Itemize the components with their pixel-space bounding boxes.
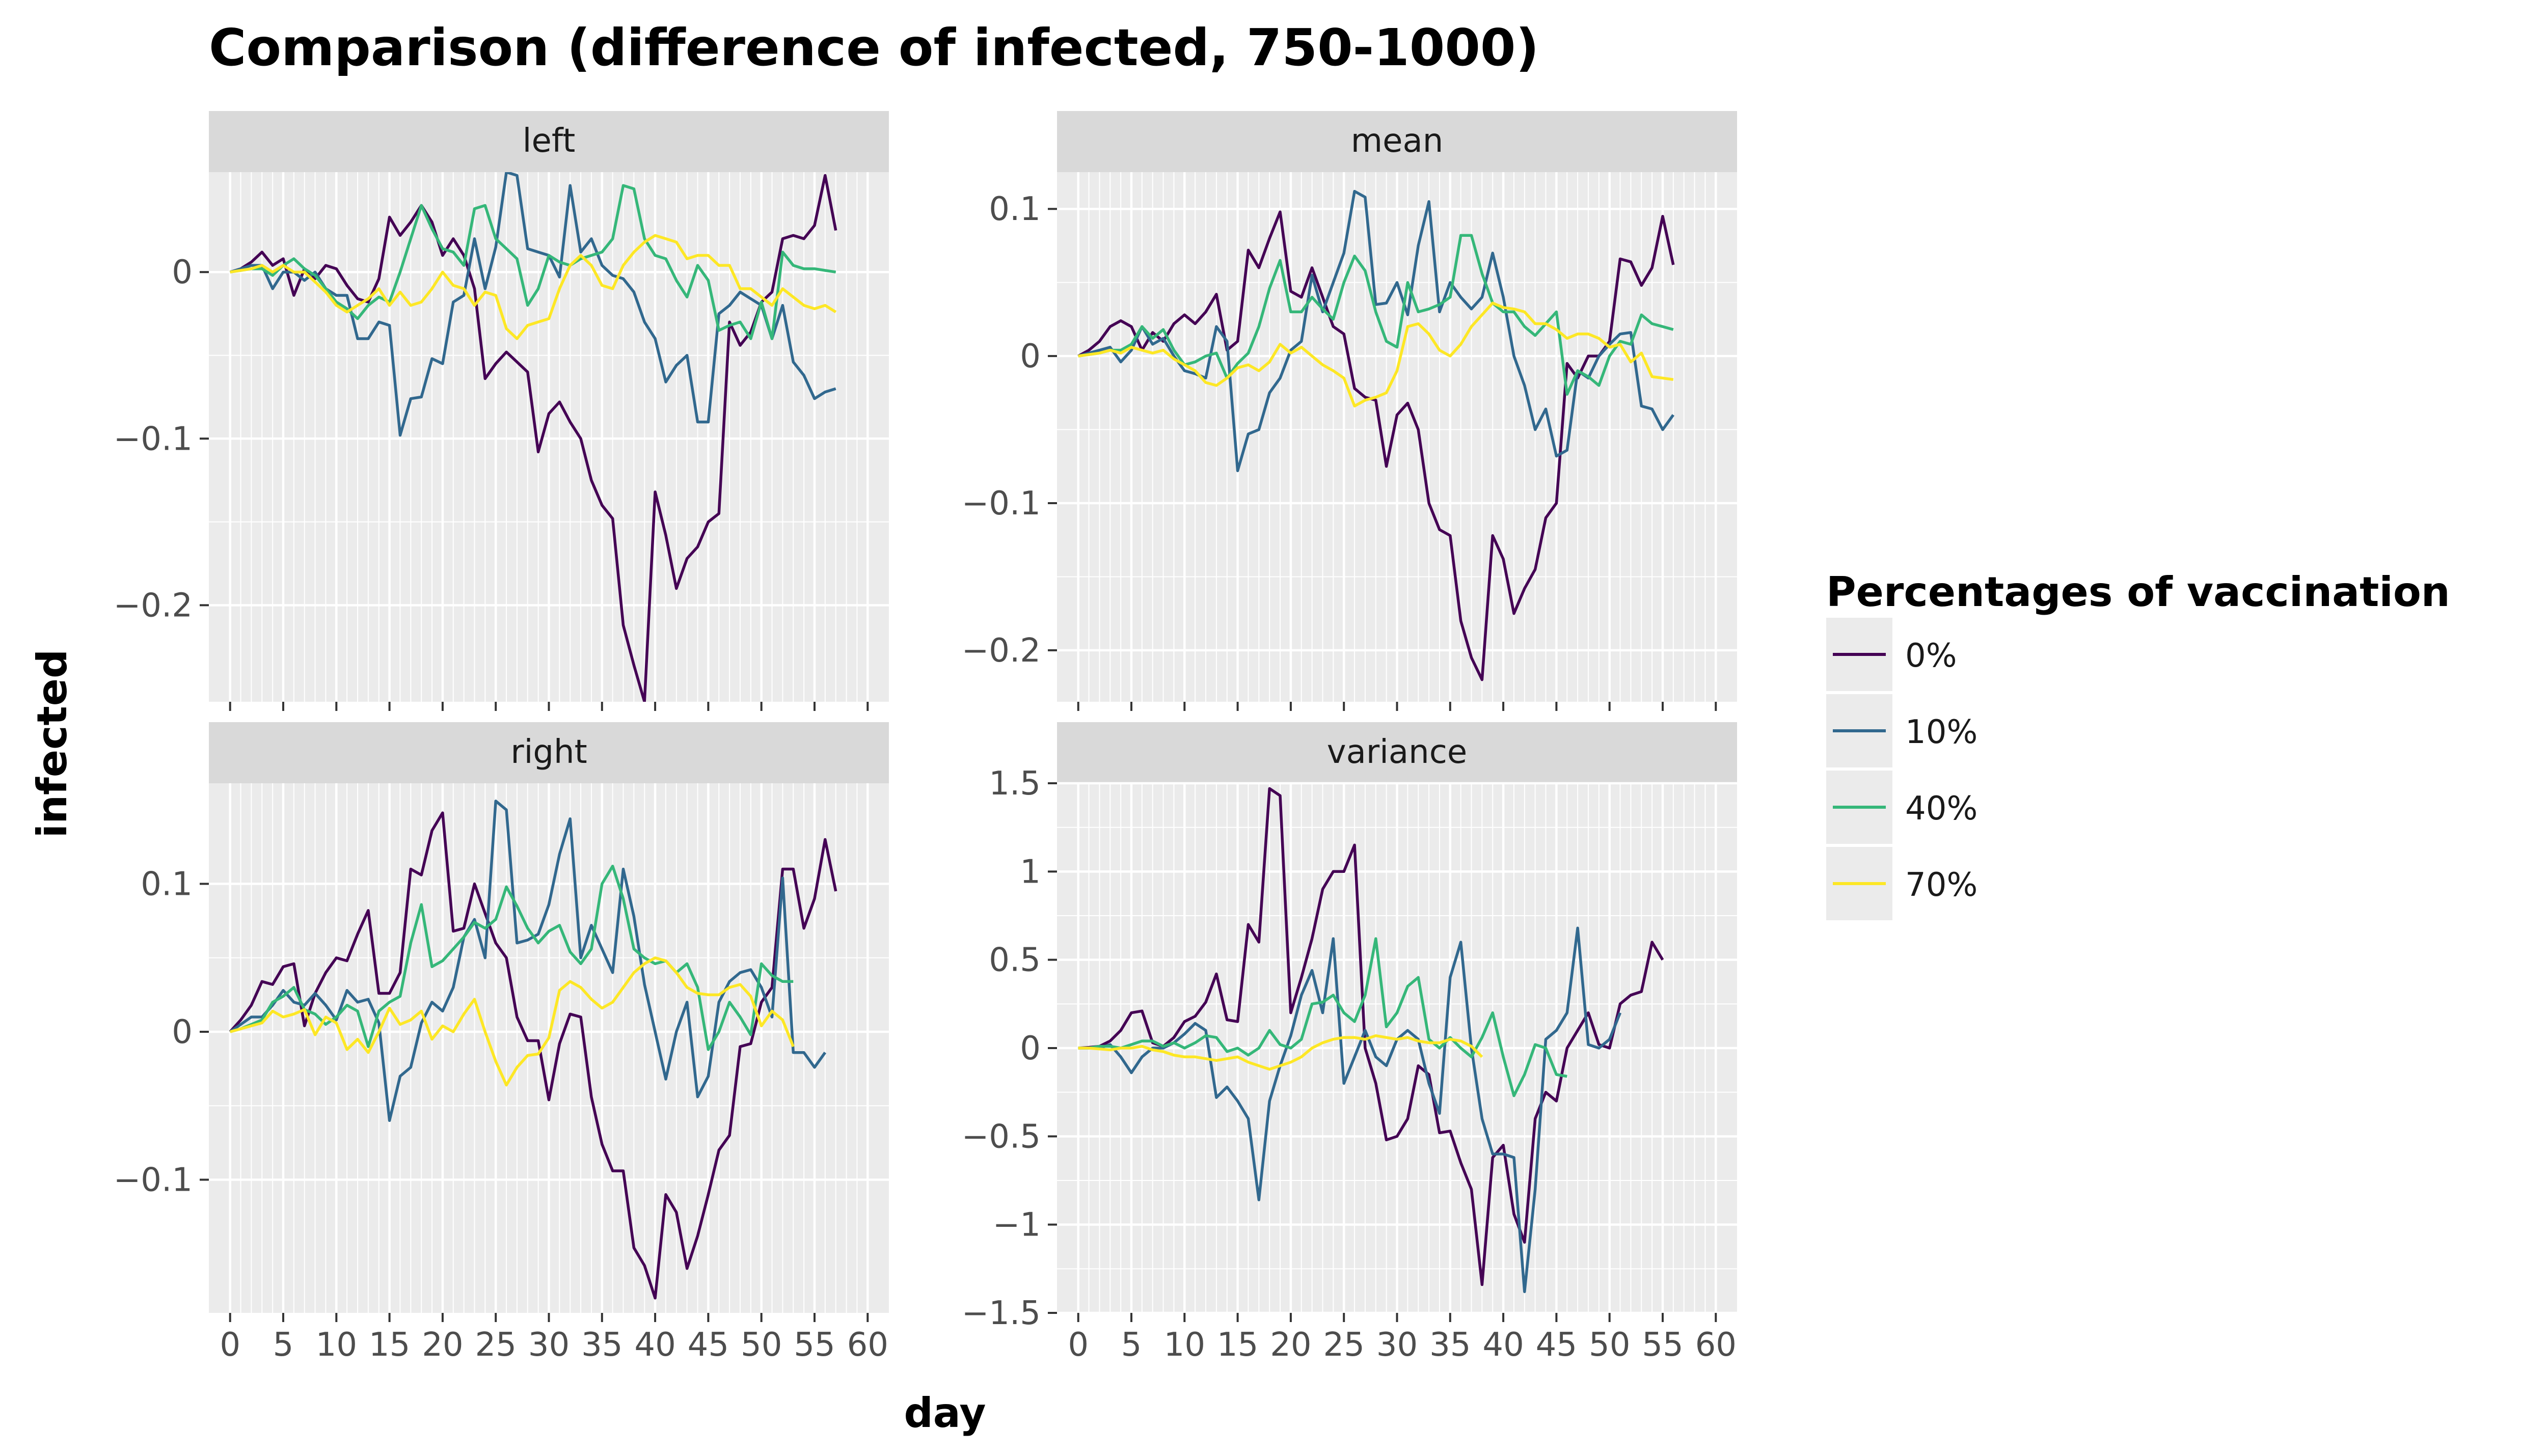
x-tick-label: 40 bbox=[634, 1326, 675, 1364]
x-tick-label: 0 bbox=[1068, 1326, 1089, 1364]
series-group bbox=[229, 800, 837, 1300]
y-tick-label: 1.5 bbox=[989, 765, 1041, 803]
y-axis-title: infected bbox=[29, 649, 76, 838]
series-line-40pct bbox=[1078, 937, 1567, 1097]
series-group bbox=[1077, 189, 1675, 681]
x-tick-label: 15 bbox=[1217, 1326, 1258, 1364]
series-line-10pct bbox=[229, 172, 836, 437]
y-tick-label: 0 bbox=[1020, 338, 1041, 375]
y-tick-label: 0.1 bbox=[141, 866, 193, 903]
series-line-0pct bbox=[229, 174, 837, 702]
series-line-0pct bbox=[1078, 787, 1664, 1286]
x-tick-label: 35 bbox=[581, 1326, 622, 1364]
chart-title: Comparison (difference of infected, 750-… bbox=[209, 18, 1539, 77]
x-tick-label: 30 bbox=[1376, 1326, 1418, 1364]
x-tick-label: 35 bbox=[1429, 1326, 1471, 1364]
facet-strip-label: left bbox=[523, 122, 576, 160]
x-tick-label: 10 bbox=[316, 1326, 357, 1364]
facet-strip bbox=[209, 111, 889, 172]
y-tick-label: 0.1 bbox=[989, 190, 1041, 228]
x-tick-label: 25 bbox=[475, 1326, 516, 1364]
facet-strip bbox=[1057, 111, 1737, 172]
series-line-0pct bbox=[1077, 210, 1675, 681]
facet-panels: left 0 −0.1 −0.2 mean 0.1 0 −0.1 −0.2 right 0.1 0 −0… bbox=[114, 111, 1737, 1364]
facet-strip-label: mean bbox=[1351, 122, 1444, 160]
y-tick-label: −1.5 bbox=[962, 1295, 1041, 1332]
y-tick-label: −1 bbox=[993, 1206, 1041, 1244]
x-tick-label: 15 bbox=[369, 1326, 410, 1364]
y-tick-label: −0.1 bbox=[114, 1162, 193, 1199]
series-line-70pct bbox=[1078, 301, 1674, 408]
series-line-0pct bbox=[229, 811, 837, 1300]
x-tick-label: 5 bbox=[1121, 1326, 1142, 1364]
x-tick-label: 55 bbox=[794, 1326, 835, 1364]
x-tick-label: 55 bbox=[1642, 1326, 1683, 1364]
y-tick-label: 0 bbox=[172, 254, 193, 291]
x-tick-label: 50 bbox=[741, 1326, 782, 1364]
legend: Percentages of vaccination 0% 10% 40% 70% bbox=[1826, 568, 2450, 920]
legend-label: 40% bbox=[1905, 790, 1977, 828]
legend-title: Percentages of vaccination bbox=[1826, 568, 2450, 616]
facet-strip-label: variance bbox=[1327, 733, 1468, 771]
y-tick-label: 1 bbox=[1020, 853, 1041, 891]
x-axis-title: day bbox=[904, 1389, 986, 1437]
legend-label: 0% bbox=[1905, 637, 1957, 675]
series-line-70pct bbox=[230, 234, 837, 340]
x-tick-label: 30 bbox=[528, 1326, 570, 1364]
x-tick-label: 60 bbox=[1695, 1326, 1737, 1364]
x-tick-label: 20 bbox=[422, 1326, 463, 1364]
facet-panel-left: left 0 −0.1 −0.2 bbox=[114, 111, 889, 711]
series-group bbox=[229, 172, 837, 702]
x-tick-label: 0 bbox=[220, 1326, 240, 1364]
legend-item: 70% bbox=[1826, 847, 1977, 920]
y-tick-label: 0 bbox=[1020, 1030, 1041, 1067]
y-tick-label: 0.5 bbox=[989, 942, 1041, 979]
facet-strip bbox=[209, 722, 889, 783]
legend-item: 0% bbox=[1826, 618, 1957, 691]
x-tick-label: 5 bbox=[273, 1326, 294, 1364]
x-tick-label: 45 bbox=[688, 1326, 729, 1364]
y-tick-label: −0.2 bbox=[114, 587, 193, 624]
legend-label: 10% bbox=[1905, 713, 1977, 751]
y-tick-label: −0.1 bbox=[962, 485, 1041, 523]
facet-strip bbox=[1057, 722, 1737, 783]
series-line-70pct bbox=[229, 956, 795, 1087]
legend-item: 40% bbox=[1826, 771, 1977, 844]
y-tick-label: −0.5 bbox=[962, 1118, 1041, 1156]
x-tick-label: 20 bbox=[1270, 1326, 1311, 1364]
legend-label: 70% bbox=[1905, 866, 1977, 904]
y-tick-label: −0.1 bbox=[114, 420, 193, 458]
facet-strip-label: right bbox=[510, 733, 587, 771]
series-group bbox=[1078, 787, 1664, 1294]
legend-item: 10% bbox=[1826, 694, 1977, 767]
facet-panel-mean: mean 0.1 0 −0.1 −0.2 bbox=[962, 111, 1737, 711]
x-tick-label: 40 bbox=[1482, 1326, 1524, 1364]
x-tick-label: 60 bbox=[847, 1326, 888, 1364]
series-line-70pct bbox=[1078, 1034, 1483, 1071]
series-line-40pct bbox=[1078, 234, 1674, 396]
y-tick-label: 0 bbox=[172, 1013, 193, 1051]
x-tick-label: 25 bbox=[1323, 1326, 1364, 1364]
x-tick-label: 45 bbox=[1536, 1326, 1577, 1364]
series-line-40pct bbox=[230, 184, 836, 340]
x-tick-label: 50 bbox=[1589, 1326, 1630, 1364]
y-tick-label: −0.2 bbox=[962, 632, 1041, 670]
x-tick-label: 10 bbox=[1164, 1326, 1205, 1364]
